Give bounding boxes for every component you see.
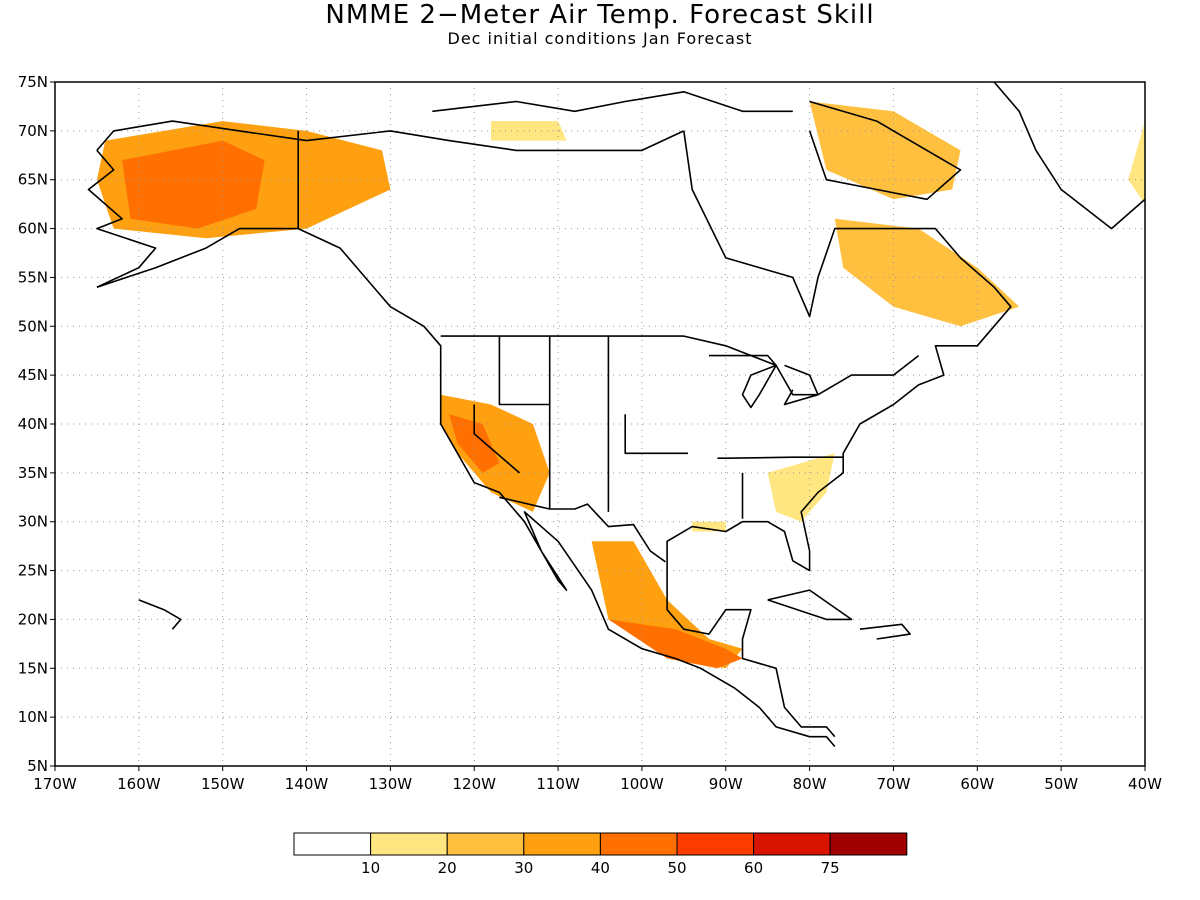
coastline-segment bbox=[96, 120, 685, 152]
legend-swatch bbox=[829, 832, 908, 856]
lat-tick-label: 20N bbox=[18, 610, 48, 628]
lat-tick-label: 10N bbox=[18, 708, 48, 726]
coastline-segment bbox=[808, 100, 962, 201]
lat-tick-label: 5N bbox=[27, 757, 48, 775]
lat-tick-label: 35N bbox=[18, 464, 48, 482]
legend-swatch bbox=[599, 832, 678, 856]
coastline-segment bbox=[709, 354, 777, 409]
lon-tick-label: 70W bbox=[877, 775, 911, 793]
skill-region-greenland bbox=[1128, 121, 1145, 205]
longitude-labels: 170W 160W 150W 140W 130W 120W 110W 100W 90W 80W 70… bbox=[33, 766, 1162, 793]
coastline-segment bbox=[440, 335, 920, 396]
skill-region-labrador bbox=[834, 218, 1020, 327]
lon-tick-label: 120W bbox=[452, 775, 496, 793]
lon-tick-label: 130W bbox=[369, 775, 413, 793]
coastline-segment bbox=[717, 456, 844, 459]
lon-tick-label: 80W bbox=[793, 775, 827, 793]
coastline-segment bbox=[498, 336, 550, 406]
lat-tick-label: 25N bbox=[18, 562, 48, 580]
lon-tick-label: 110W bbox=[536, 775, 580, 793]
lon-tick-label: 50W bbox=[1044, 775, 1078, 793]
legend-label: 10 bbox=[361, 859, 380, 877]
coastline-segment bbox=[499, 496, 666, 563]
lat-tick-label: 15N bbox=[18, 659, 48, 677]
skill-region-alaska-core bbox=[122, 140, 265, 229]
coastline-segment bbox=[473, 404, 521, 474]
legend-swatch bbox=[523, 832, 601, 856]
latitude-labels: 75N 70N 65N 60N 55N 50N 45N 40N 35N 30N 25N 20N 15N 1… bbox=[18, 73, 55, 775]
legend-swatch bbox=[676, 832, 755, 856]
coastline-segment bbox=[859, 623, 911, 640]
color-legend: 10 20 30 40 50 60 75 bbox=[293, 832, 908, 877]
lon-tick-label: 170W bbox=[33, 775, 77, 793]
skill-region-canada-arctic bbox=[491, 121, 567, 141]
legend-label: 60 bbox=[744, 859, 763, 877]
lat-tick-label: 75N bbox=[18, 73, 48, 91]
coastline-segment bbox=[96, 227, 836, 748]
legend-label: 30 bbox=[514, 859, 533, 877]
coastline-segment bbox=[87, 149, 157, 288]
lon-tick-label: 100W bbox=[620, 775, 664, 793]
legend-swatch bbox=[446, 832, 525, 856]
lat-tick-label: 65N bbox=[18, 171, 48, 189]
coastline-segment bbox=[624, 414, 688, 455]
skill-region-california bbox=[449, 414, 500, 473]
lat-tick-label: 40N bbox=[18, 415, 48, 433]
lat-tick-label: 55N bbox=[18, 268, 48, 286]
legend-swatch bbox=[753, 832, 831, 856]
legend-label: 75 bbox=[821, 859, 840, 877]
grid-lines bbox=[55, 82, 1145, 766]
lat-tick-label: 30N bbox=[18, 513, 48, 531]
skill-shading bbox=[96, 101, 1145, 669]
legend-label: 20 bbox=[438, 859, 457, 877]
lon-tick-label: 150W bbox=[201, 775, 245, 793]
coastline-segment bbox=[432, 91, 793, 113]
coastline-segment bbox=[783, 364, 819, 406]
skill-region-southeast-us bbox=[767, 453, 835, 522]
lon-tick-label: 90W bbox=[709, 775, 743, 793]
legend-label: 50 bbox=[667, 859, 686, 877]
lat-tick-label: 60N bbox=[18, 220, 48, 238]
coastline-segment bbox=[666, 130, 1012, 738]
lon-tick-label: 140W bbox=[285, 775, 329, 793]
skill-region-texas-coast bbox=[692, 521, 726, 532]
legend-swatch bbox=[370, 832, 448, 856]
map-subtitle: Dec initial conditions Jan Forecast bbox=[447, 29, 753, 48]
legend-swatch bbox=[293, 832, 372, 856]
skill-region-south-mexico bbox=[608, 619, 743, 669]
lat-tick-label: 70N bbox=[18, 122, 48, 140]
coastline-segment bbox=[138, 599, 182, 630]
coastline-segment bbox=[767, 589, 853, 621]
skill-region-baffin bbox=[809, 101, 961, 200]
lon-tick-label: 60W bbox=[960, 775, 994, 793]
coastline-segment bbox=[993, 82, 1145, 230]
map-title: NMME 2−Meter Air Temp. Forecast Skill bbox=[325, 0, 875, 30]
legend-label: 40 bbox=[591, 859, 610, 877]
coastlines bbox=[87, 82, 1145, 748]
lon-tick-label: 40W bbox=[1128, 775, 1162, 793]
lat-tick-label: 45N bbox=[18, 366, 48, 384]
lat-tick-label: 50N bbox=[18, 317, 48, 335]
lon-tick-label: 160W bbox=[117, 775, 161, 793]
